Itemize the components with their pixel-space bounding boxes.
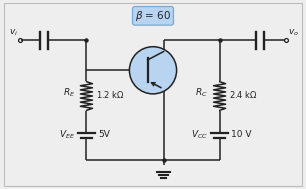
Text: $v_o$: $v_o$ [288,27,299,38]
Text: $R_E$: $R_E$ [63,86,75,99]
Text: $R_C$: $R_C$ [196,86,208,99]
Text: $V_{CC}$: $V_{CC}$ [191,129,208,141]
Text: $v_i$: $v_i$ [9,27,18,38]
FancyBboxPatch shape [4,3,302,186]
Text: 10 V: 10 V [231,130,252,139]
Text: $V_{EE}$: $V_{EE}$ [59,129,75,141]
Text: $\beta$ = 60: $\beta$ = 60 [135,9,171,23]
Text: 1.2 k$\Omega$: 1.2 k$\Omega$ [96,89,125,100]
Circle shape [129,47,177,94]
Text: 2.4 k$\Omega$: 2.4 k$\Omega$ [229,89,258,100]
Text: 5V: 5V [98,130,110,139]
